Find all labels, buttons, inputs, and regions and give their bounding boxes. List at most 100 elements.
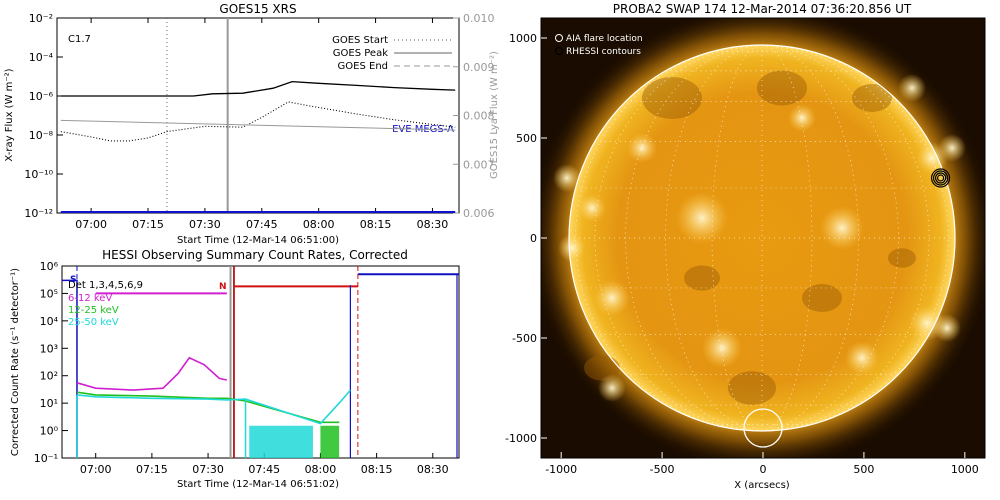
coronal-hole xyxy=(802,284,842,312)
swap-markers xyxy=(743,168,951,448)
hessi-y-ticks: 10⁶ 10⁵ 10⁴ 10³ 10² 10¹ 10⁰ 10⁻¹ xyxy=(34,260,68,465)
xrs-x-tick-label: 07:45 xyxy=(246,218,278,231)
xrs-y-tick-label: 10⁻¹² xyxy=(24,207,53,220)
hessi-x-tick-label: 08:15 xyxy=(361,463,393,476)
xrs-class-label: C1.7 xyxy=(68,34,91,45)
swap-legend-rhessi-label: RHESSI contours xyxy=(566,47,641,57)
longitude-line xyxy=(761,44,859,432)
xrs-series-lya xyxy=(60,119,456,131)
coronal-hole xyxy=(684,265,720,291)
xrs-y-right-tick-label: 0.007 xyxy=(463,158,495,171)
active-region xyxy=(845,341,879,375)
aia-flare-location-marker xyxy=(743,408,783,448)
hessi-panel: HESSI Observing Summary Count Rates, Cor… xyxy=(10,248,460,490)
hessi-legend-6-12: 6-12 keV xyxy=(68,293,112,304)
xrs-y-right-tick-label: 0.008 xyxy=(463,110,495,123)
xrs-y-tick-label: 10⁻¹⁰ xyxy=(24,168,53,181)
xrs-y-tick-label: 10⁻² xyxy=(29,12,53,25)
xrs-legend-peak-label: GOES Peak xyxy=(333,48,388,59)
swap-x-axis-label: X (arcsecs) xyxy=(734,480,790,491)
longitude-line xyxy=(625,44,763,432)
swap-x-tick-label: 500 xyxy=(853,463,874,476)
xrs-y-right-tick-label: 0.006 xyxy=(463,207,495,220)
limb-bright xyxy=(938,134,966,162)
xrs-panel: GOES15 XRS 07:00 07:15 07:30 07:45 08:00 08:1… xyxy=(4,2,500,246)
hessi-title: HESSI Observing Summary Count Rates, Cor… xyxy=(102,248,408,262)
limb-bright xyxy=(598,374,626,402)
swap-x-tick-label: -500 xyxy=(650,463,675,476)
hessi-block xyxy=(320,425,340,458)
hessi-series-25-50 xyxy=(76,389,352,425)
hessi-block xyxy=(249,425,313,458)
xrs-x-tick-label: 07:00 xyxy=(75,218,107,231)
hessi-x-tick-label: 07:30 xyxy=(192,463,224,476)
coronal-hole xyxy=(642,77,702,119)
hessi-det-label: Det 1,3,4,5,6,9 xyxy=(68,280,143,291)
xrs-x-axis-label: Start Time (12-Mar-14 06:51:00) xyxy=(177,235,339,246)
sun-texture xyxy=(553,70,966,405)
hessi-y-tick-label: 10⁴ xyxy=(40,315,59,328)
limb-bright xyxy=(933,314,961,342)
xrs-x-ticks: 07:00 07:15 07:30 07:45 08:00 08:15 08:30 xyxy=(75,18,448,231)
swap-legend-aia-label: AIA flare location xyxy=(566,34,643,44)
limb-bright xyxy=(553,164,581,192)
sun-lat-lon-grid xyxy=(569,44,955,432)
active-region xyxy=(594,280,630,316)
swap-y-tick-label: -500 xyxy=(512,332,537,345)
xrs-legend-start-label: GOES Start xyxy=(332,35,388,46)
hessi-s-label: S xyxy=(70,275,76,285)
rhessi-contour xyxy=(936,174,945,182)
active-region xyxy=(676,192,728,244)
xrs-y-axis-label: X-ray Flux (W m⁻²) xyxy=(4,68,15,161)
swap-title: PROBA2 SWAP 174 12-Mar-2014 07:36:20.856… xyxy=(613,2,912,16)
swap-x-tick-label: -1000 xyxy=(545,463,577,476)
hessi-x-ticks: 07:00 07:15 07:30 07:45 08:00 08:15 08:30 xyxy=(80,453,449,476)
xrs-y-right-ticks: 0.010 0.009 0.008 0.007 0.006 xyxy=(453,12,495,220)
swap-x-tick-label: 1000 xyxy=(951,463,979,476)
xrs-y-tick-label: 10⁻⁸ xyxy=(29,129,54,142)
swap-x-ticks: -1000 -500 0 500 1000 xyxy=(545,452,979,476)
hessi-series-6-12 xyxy=(76,356,227,391)
swap-y-tick-label: 1000 xyxy=(509,32,537,45)
xrs-y-ticks: 10⁻² 10⁻⁴ 10⁻⁶ 10⁻⁸ 10⁻¹⁰ 10⁻¹² xyxy=(24,12,63,220)
active-region xyxy=(578,194,606,222)
xrs-series-long xyxy=(60,80,456,97)
hessi-x-tick-label: 07:00 xyxy=(80,463,112,476)
rhessi-contour xyxy=(932,170,949,186)
hessi-y-tick-label: 10² xyxy=(40,370,58,383)
limb-bright xyxy=(898,74,926,102)
xrs-series-short xyxy=(60,101,456,142)
coronal-hole xyxy=(757,70,807,106)
hessi-y-tick-label: 10¹ xyxy=(40,397,58,410)
hessi-series-12-25 xyxy=(76,391,340,424)
swap-x-tick-label: 0 xyxy=(760,463,767,476)
hessi-x-tick-label: 08:00 xyxy=(305,463,337,476)
hessi-series-layer xyxy=(62,266,459,458)
longitude-line xyxy=(761,44,949,432)
sun-limb xyxy=(568,44,956,432)
swap-legend-rhessi-symbol xyxy=(555,47,563,55)
rhessi-contour xyxy=(930,168,951,188)
swap-y-tick-label: 500 xyxy=(516,132,537,145)
rhessi-contour xyxy=(934,172,947,184)
active-region xyxy=(820,206,864,250)
hessi-y-tick-label: 10⁵ xyxy=(40,287,58,300)
xrs-x-tick-label: 07:30 xyxy=(189,218,221,231)
coronal-hole xyxy=(852,84,892,112)
swap-y-ticks: 1000 500 0 -500 -1000 xyxy=(505,32,547,445)
swap-image xyxy=(541,18,985,458)
hessi-x-tick-label: 07:45 xyxy=(248,463,280,476)
hessi-y-tick-label: 10⁻¹ xyxy=(34,452,58,465)
swap-y-tick-label: 0 xyxy=(530,232,537,245)
xrs-y-right-axis-label: GOES15 Lya Flux (W m⁻²) xyxy=(489,51,500,179)
xrs-title: GOES15 XRS xyxy=(219,2,296,16)
hessi-legend-25-50: 25-50 keV xyxy=(68,317,119,328)
swap-legend-aia-symbol xyxy=(555,34,563,42)
hessi-x-axis-label: Start Time (12-Mar-14 06:51:02) xyxy=(177,479,339,490)
active-region xyxy=(702,328,742,368)
xrs-x-tick-label: 08:00 xyxy=(303,218,335,231)
hessi-legend-12-25: 12-25 keV xyxy=(68,305,119,316)
xrs-x-tick-label: 08:30 xyxy=(417,218,449,231)
swap-panel: PROBA2 SWAP 174 12-Mar-2014 07:36:20.856… xyxy=(505,2,986,491)
